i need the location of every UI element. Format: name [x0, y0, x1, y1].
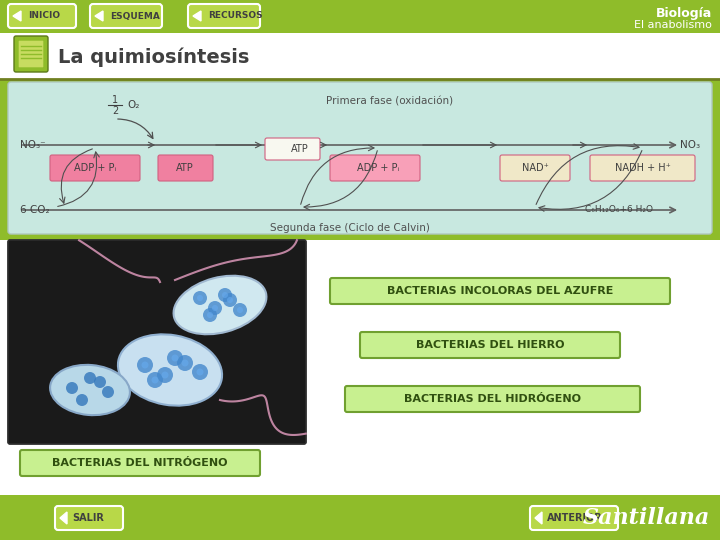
FancyBboxPatch shape [0, 33, 720, 79]
Circle shape [197, 368, 204, 375]
FancyBboxPatch shape [500, 155, 570, 181]
Circle shape [76, 394, 88, 406]
Ellipse shape [174, 276, 266, 334]
Circle shape [102, 386, 114, 398]
FancyBboxPatch shape [14, 36, 48, 72]
FancyBboxPatch shape [8, 82, 712, 234]
Text: 6 CO₂: 6 CO₂ [20, 205, 50, 215]
Polygon shape [535, 512, 542, 524]
FancyBboxPatch shape [0, 500, 720, 540]
Ellipse shape [118, 334, 222, 406]
Circle shape [84, 372, 96, 384]
Circle shape [142, 361, 148, 368]
Circle shape [177, 355, 193, 371]
Text: ADP + Pᵢ: ADP + Pᵢ [357, 163, 399, 173]
FancyBboxPatch shape [8, 240, 306, 444]
Text: NAD⁺: NAD⁺ [521, 163, 549, 173]
FancyBboxPatch shape [8, 240, 306, 444]
Circle shape [157, 367, 173, 383]
FancyBboxPatch shape [590, 155, 695, 181]
Text: BACTERIAS DEL NITRÓGENO: BACTERIAS DEL NITRÓGENO [53, 458, 228, 468]
Circle shape [151, 376, 158, 383]
Text: El anabolismo: El anabolismo [634, 20, 712, 30]
Polygon shape [193, 11, 201, 21]
Circle shape [181, 360, 189, 367]
FancyBboxPatch shape [330, 155, 420, 181]
Circle shape [167, 350, 183, 366]
FancyBboxPatch shape [330, 278, 670, 304]
FancyBboxPatch shape [530, 506, 618, 530]
Text: 1: 1 [112, 95, 118, 105]
Circle shape [147, 372, 163, 388]
Text: BACTERIAS DEL HIDRÓGENO: BACTERIAS DEL HIDRÓGENO [404, 394, 581, 404]
Circle shape [208, 301, 222, 315]
Circle shape [66, 382, 78, 394]
Text: O₂: O₂ [127, 100, 140, 110]
Text: C₆H₁₂O₆+6 H₂O: C₆H₁₂O₆+6 H₂O [585, 206, 653, 214]
FancyBboxPatch shape [158, 155, 213, 181]
Ellipse shape [50, 365, 130, 415]
Text: NO₃: NO₃ [680, 140, 700, 150]
Text: ANTERIOR: ANTERIOR [547, 513, 603, 523]
Text: BACTERIAS INCOLORAS DEL AZUFRE: BACTERIAS INCOLORAS DEL AZUFRE [387, 286, 613, 296]
Circle shape [222, 292, 228, 298]
Text: Santillana: Santillana [582, 507, 710, 529]
Text: Primera fase (oxidación): Primera fase (oxidación) [326, 97, 454, 107]
Polygon shape [60, 512, 67, 524]
Text: Segunda fase (Ciclo de Calvin): Segunda fase (Ciclo de Calvin) [270, 223, 430, 233]
Circle shape [171, 354, 179, 361]
Text: La quimiosíntesis: La quimiosíntesis [58, 47, 249, 67]
Circle shape [237, 307, 243, 313]
Text: ADP + Pᵢ: ADP + Pᵢ [74, 163, 116, 173]
Circle shape [197, 295, 203, 301]
Text: INICIO: INICIO [28, 11, 60, 21]
Text: Biología: Biología [656, 7, 712, 20]
Text: NADH + H⁺: NADH + H⁺ [615, 163, 671, 173]
Circle shape [94, 376, 106, 388]
FancyBboxPatch shape [20, 450, 260, 476]
Text: ATP: ATP [291, 144, 309, 154]
Circle shape [192, 364, 208, 380]
Circle shape [227, 297, 233, 303]
Circle shape [207, 312, 213, 318]
FancyBboxPatch shape [265, 138, 320, 160]
Circle shape [212, 305, 218, 311]
Text: RECURSOS: RECURSOS [208, 11, 263, 21]
Circle shape [137, 357, 153, 373]
FancyBboxPatch shape [188, 4, 260, 28]
Polygon shape [95, 11, 103, 21]
FancyBboxPatch shape [0, 0, 720, 33]
Text: BACTERIAS DEL HIERRO: BACTERIAS DEL HIERRO [415, 340, 564, 350]
Circle shape [203, 308, 217, 322]
FancyBboxPatch shape [90, 4, 162, 28]
FancyBboxPatch shape [55, 506, 123, 530]
Circle shape [223, 293, 237, 307]
FancyBboxPatch shape [345, 386, 640, 412]
Text: ATP: ATP [176, 163, 194, 173]
FancyBboxPatch shape [0, 240, 720, 495]
FancyBboxPatch shape [50, 155, 140, 181]
Circle shape [193, 291, 207, 305]
Circle shape [218, 288, 232, 302]
Text: NO₃⁻: NO₃⁻ [20, 140, 45, 150]
FancyBboxPatch shape [360, 332, 620, 358]
Polygon shape [13, 11, 21, 21]
FancyBboxPatch shape [8, 4, 76, 28]
Text: SALIR: SALIR [72, 513, 104, 523]
Text: ESQUEMA: ESQUEMA [110, 11, 160, 21]
Text: 2: 2 [112, 106, 118, 116]
Circle shape [233, 303, 247, 317]
Circle shape [161, 372, 168, 379]
FancyBboxPatch shape [18, 40, 44, 68]
